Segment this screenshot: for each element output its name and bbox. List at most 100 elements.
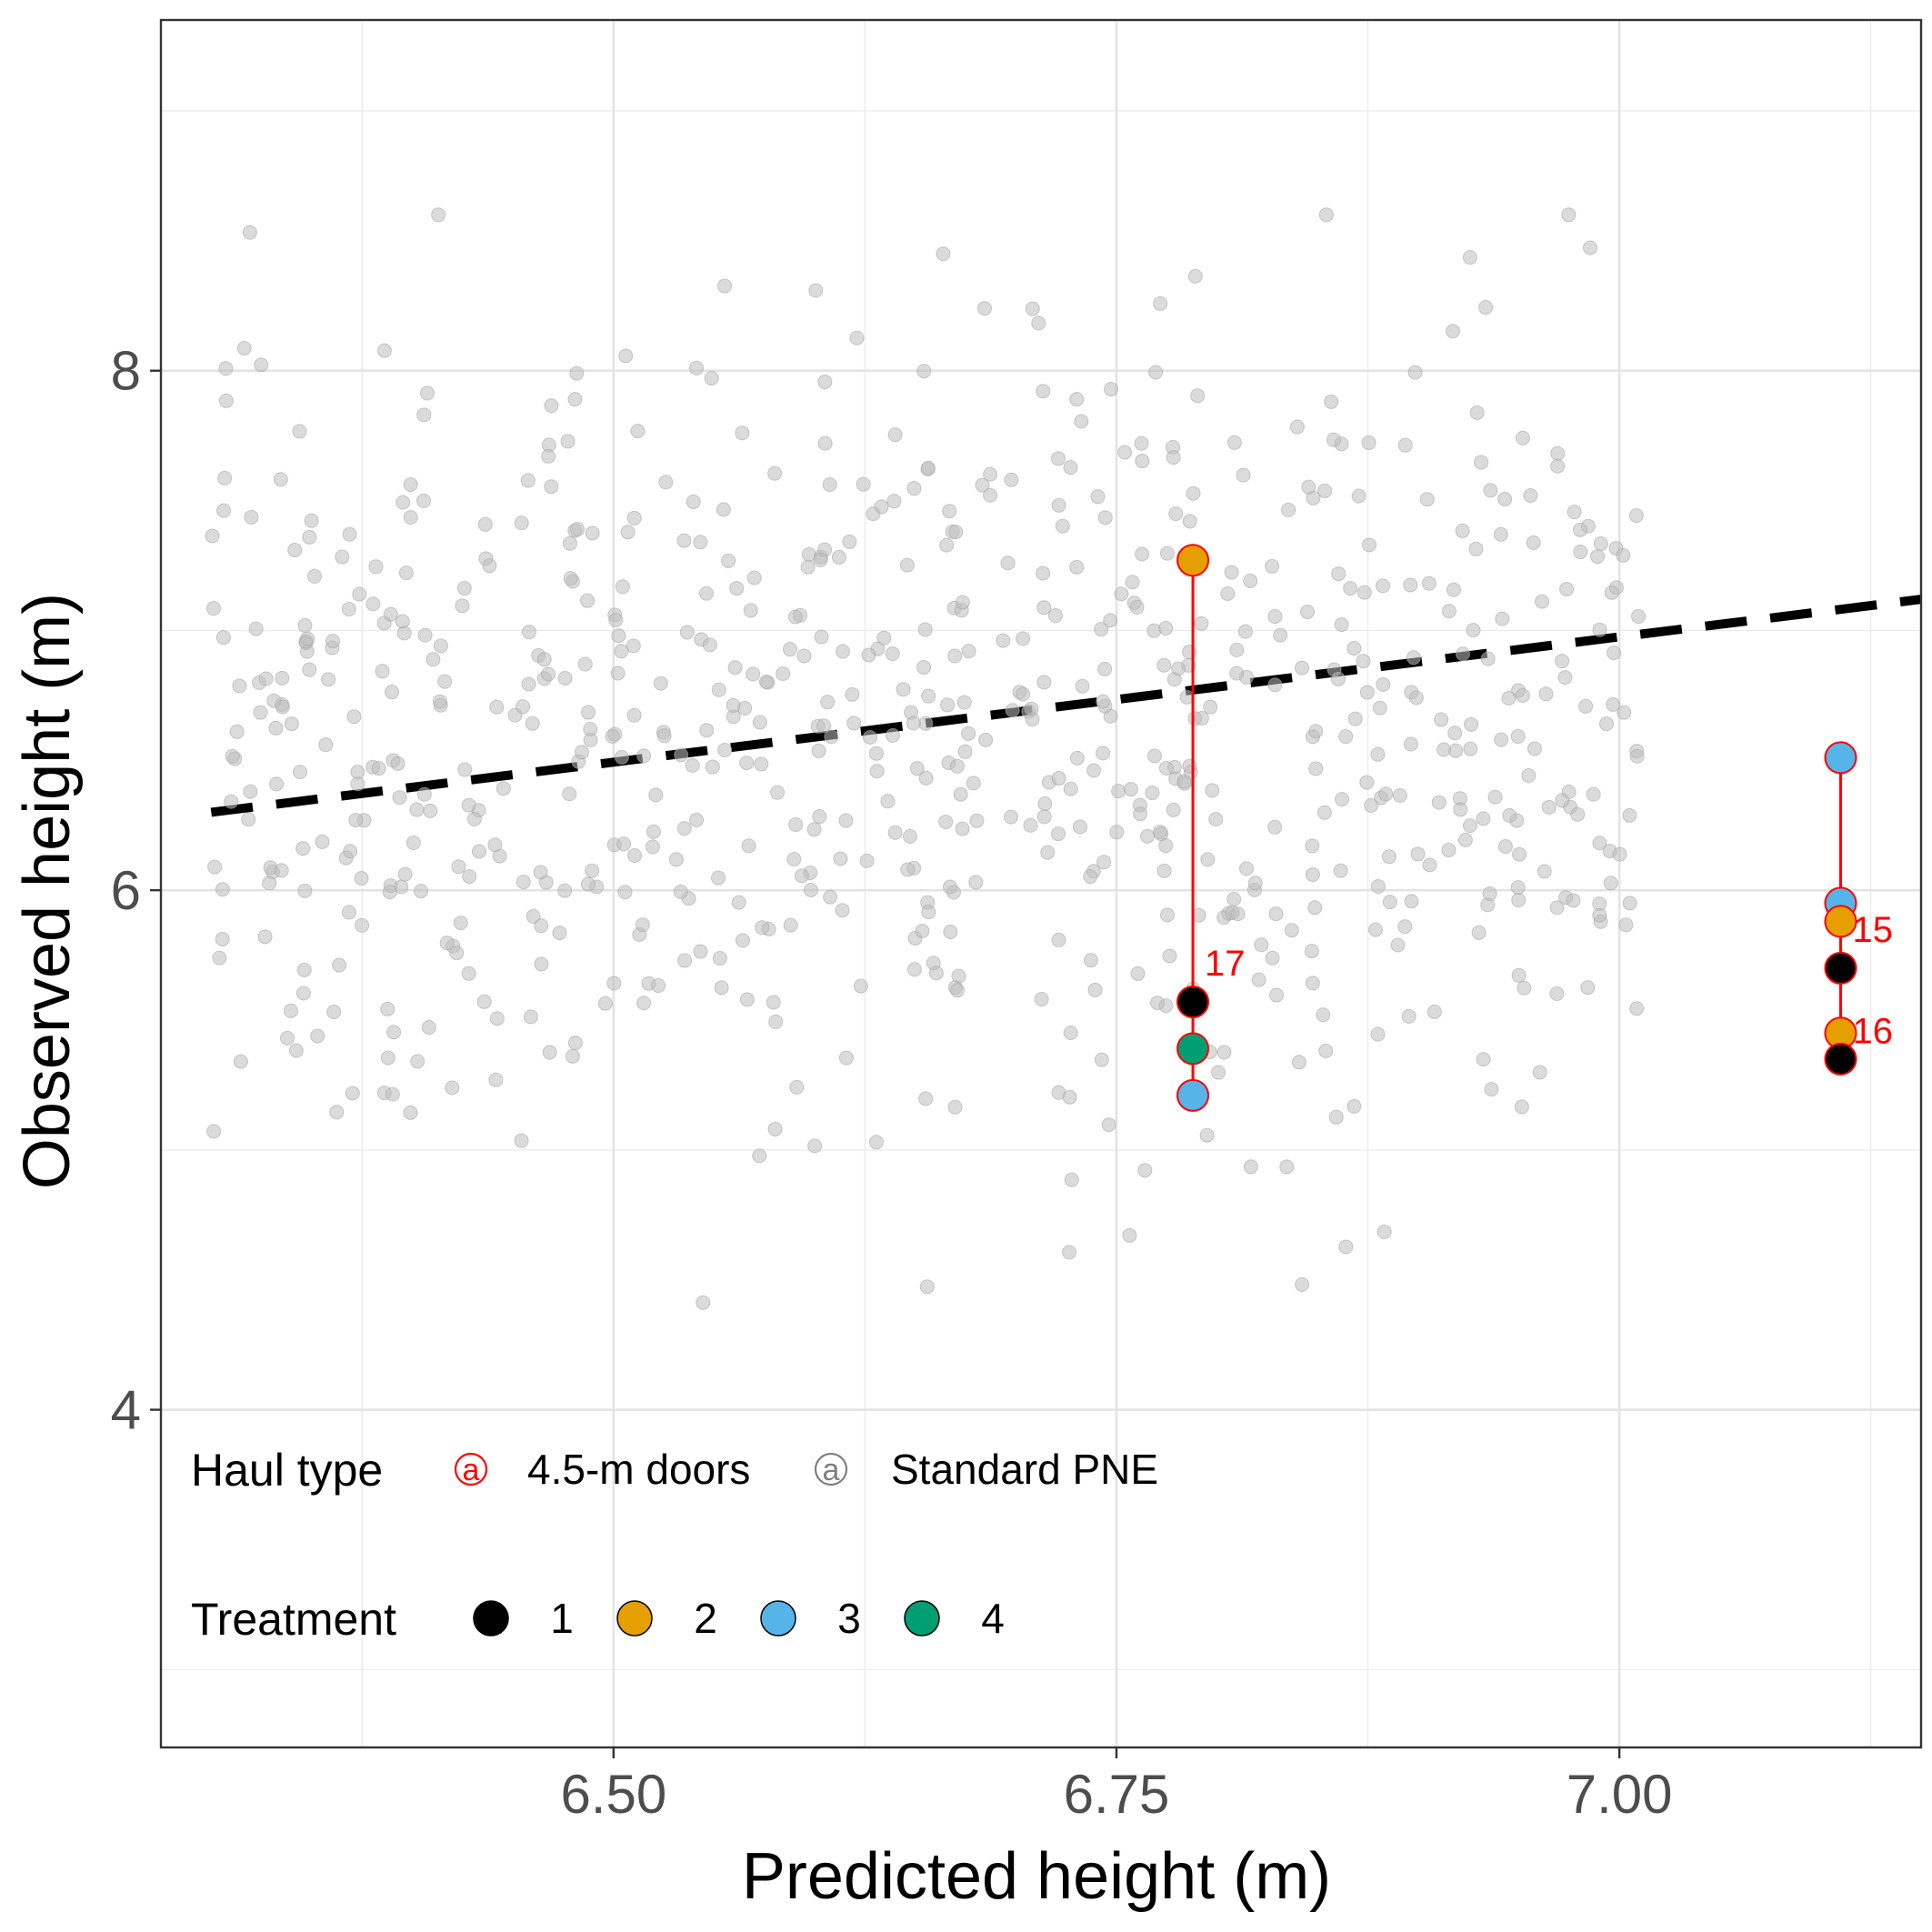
highlighted-hauls-layer: 17 15 16 [1176,544,1893,1112]
standard-point [1307,900,1323,916]
standard-point [215,931,230,946]
standard-point [1134,435,1149,451]
standard-point [206,1124,222,1139]
standard-point [1104,382,1119,397]
standard-point [496,781,511,796]
standard-point [1578,698,1594,714]
legend-treatment-label: 2 [694,1595,717,1642]
standard-point [1016,631,1031,646]
standard-point [1526,535,1541,550]
standard-point [711,870,726,886]
standard-point [212,950,227,966]
standard-point [1555,793,1570,808]
standard-point [414,884,429,899]
standard-point [1267,677,1283,693]
standard-point [746,666,761,682]
standard-point [831,549,846,565]
standard-point [1247,876,1263,891]
standard-point [1083,869,1098,885]
standard-point [754,756,769,772]
standard-point [1220,586,1236,601]
standard-point [224,794,239,809]
standard-point [1034,992,1049,1007]
standard-point [1527,741,1542,756]
standard-point [1590,549,1606,565]
haul-point [1176,544,1210,577]
standard-point [292,424,307,439]
standard-point [836,644,851,659]
standard-point [1535,594,1550,609]
standard-point [1570,806,1586,822]
standard-point [673,884,688,899]
standard-point [520,473,536,488]
standard-point [385,685,400,700]
standard-point [1186,486,1201,501]
standard-point [1408,690,1424,706]
standard-point [419,385,435,401]
standard-point [1493,526,1508,542]
standard-point [1036,566,1051,581]
standard-point [302,662,317,677]
fit-line [210,595,1922,817]
legend-haul-type-label: Standard PNE [891,1446,1158,1493]
standard-point [1182,758,1197,774]
standard-point [1561,207,1577,223]
standard-point [685,757,700,773]
standard-point [243,784,258,799]
standard-point [397,866,413,882]
standard-point [645,839,660,855]
standard-point [1123,782,1138,797]
haul-point [1176,1078,1210,1112]
standard-point [269,776,285,792]
standard-point [1375,578,1390,594]
standard-point [794,868,809,884]
standard-point [668,852,684,867]
standard-point [1612,846,1627,862]
standard-point [1122,1227,1137,1243]
standard-point [536,652,552,667]
standard-point [1308,724,1324,739]
standard-point [943,924,958,939]
standard-point [776,666,791,681]
standard-point [1316,1007,1331,1023]
standard-point [376,343,392,358]
standard-point [268,720,284,736]
standard-point [686,494,701,509]
standard-point [1031,315,1046,331]
standard-point [721,553,736,568]
standard-point [1024,701,1039,716]
standard-point [380,1001,395,1016]
standard-point [1146,623,1162,638]
standard-point [1182,514,1197,529]
standard-point [445,1080,460,1096]
standard-point [1097,661,1113,676]
standard-point [1347,711,1363,726]
y-tick-label: 8 [111,341,141,402]
standard-point [534,956,549,972]
standard-point [382,885,397,900]
standard-point [842,534,857,549]
standard-point [947,1099,963,1115]
standard-point [620,525,636,540]
standard-point [1583,240,1598,255]
standard-point [1370,746,1386,762]
standard-point [1036,809,1052,825]
haul-point [1824,741,1857,775]
standard-point [1203,699,1218,715]
standard-point [1230,906,1246,922]
legend-treatment-swatch [616,1600,653,1637]
standard-point [1346,641,1362,656]
standard-point [916,659,932,675]
standard-point [902,828,917,844]
standard-point [1064,1172,1079,1187]
standard-point [861,647,876,663]
standard-point [1521,768,1537,784]
standard-point [1326,432,1341,447]
standard-point [487,837,503,853]
standard-point [739,992,755,1007]
standard-point [823,889,838,905]
standard-point [605,728,620,744]
standard-point [218,393,234,408]
standard-point [1356,654,1371,669]
